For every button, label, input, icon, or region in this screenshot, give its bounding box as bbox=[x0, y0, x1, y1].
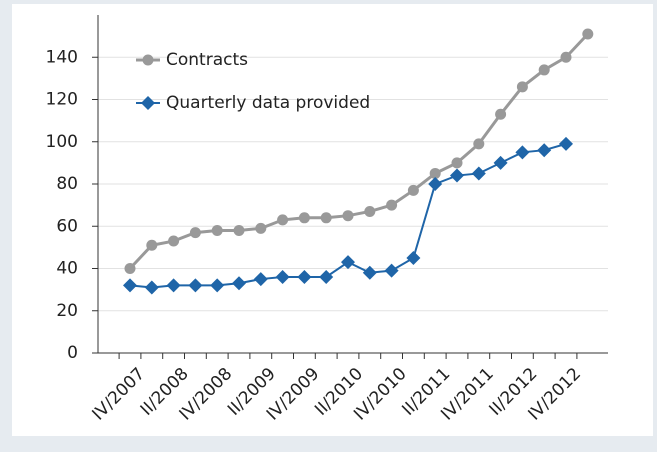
marker bbox=[232, 276, 246, 291]
marker bbox=[537, 143, 552, 158]
marker bbox=[451, 157, 463, 169]
marker bbox=[210, 278, 225, 293]
marker bbox=[429, 167, 441, 179]
series-line bbox=[128, 32, 589, 270]
y-tick-label: 80 bbox=[56, 174, 78, 194]
marker bbox=[342, 210, 354, 222]
legend-label: Contracts bbox=[166, 50, 248, 70]
marker bbox=[166, 278, 181, 293]
marker bbox=[582, 28, 594, 40]
marker bbox=[471, 166, 486, 181]
y-tick-label: 40 bbox=[56, 259, 78, 279]
legend-marker bbox=[142, 54, 154, 66]
y-tick-label: 100 bbox=[46, 132, 78, 152]
legend-marker bbox=[141, 96, 155, 110]
marker bbox=[146, 239, 158, 251]
marker bbox=[189, 227, 201, 239]
marker bbox=[319, 269, 334, 284]
y-tick-label: 60 bbox=[56, 216, 78, 236]
marker bbox=[233, 224, 245, 236]
marker bbox=[341, 255, 355, 270]
plot-background bbox=[12, 4, 653, 436]
marker bbox=[364, 205, 376, 217]
marker bbox=[473, 138, 485, 150]
marker bbox=[384, 263, 399, 278]
marker bbox=[493, 155, 508, 170]
y-tick-label: 140 bbox=[46, 47, 78, 67]
marker bbox=[516, 81, 528, 93]
marker bbox=[168, 235, 180, 247]
marker bbox=[275, 269, 290, 284]
y-tick-label: 0 bbox=[67, 343, 78, 363]
marker bbox=[386, 199, 398, 211]
marker bbox=[560, 51, 572, 63]
marker bbox=[407, 184, 419, 196]
marker bbox=[559, 136, 573, 151]
marker bbox=[124, 263, 136, 274]
marker bbox=[253, 272, 268, 287]
marker bbox=[297, 269, 312, 284]
marker bbox=[450, 168, 464, 183]
marker bbox=[211, 224, 223, 236]
marker bbox=[320, 212, 332, 224]
marker bbox=[277, 214, 289, 226]
y-tick-label: 20 bbox=[56, 301, 78, 321]
marker bbox=[495, 108, 507, 120]
marker bbox=[406, 250, 421, 265]
y-tick-label: 120 bbox=[46, 90, 78, 110]
marker bbox=[188, 278, 203, 293]
marker bbox=[123, 278, 137, 293]
marker bbox=[538, 64, 550, 76]
legend-label: Quarterly data provided bbox=[166, 93, 370, 113]
marker bbox=[255, 222, 267, 234]
marker bbox=[428, 177, 443, 191]
marker bbox=[298, 212, 310, 224]
marker bbox=[515, 145, 530, 160]
marker bbox=[144, 280, 159, 295]
marker bbox=[362, 265, 377, 280]
